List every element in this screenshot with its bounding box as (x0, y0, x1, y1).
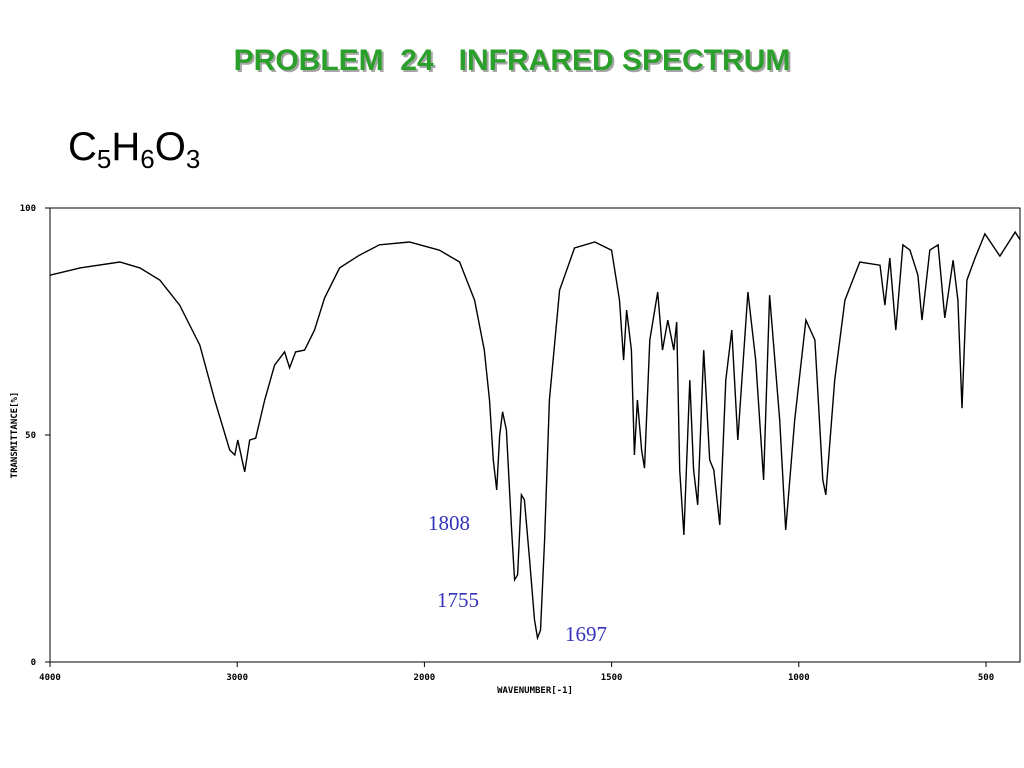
x-tick-label: 2000 (414, 673, 436, 683)
y-tick-label: 100 (20, 204, 36, 214)
formula-part: 6 (140, 144, 154, 174)
x-tick-label: 1500 (601, 673, 623, 683)
title: PROBLEM 24 INFRARED SPECTRUM (234, 44, 791, 77)
formula-part: 3 (186, 144, 200, 174)
formula: C5H6O3 (68, 125, 200, 174)
x-tick-label: 500 (978, 673, 994, 683)
peak-annotation: 1697 (565, 622, 607, 646)
x-tick-label: 4000 (39, 673, 61, 683)
formula-part: C (68, 125, 97, 169)
formula-part: 5 (97, 144, 111, 174)
spectrum-line (49, 230, 1021, 641)
title-shadow: PROBLEM 24 INFRARED SPECTRUM (236, 46, 793, 79)
plot-frame (49, 207, 1021, 663)
y-tick-label: 0 (31, 658, 36, 668)
y-tick-label: 50 (25, 431, 36, 441)
formula-part: H (111, 125, 140, 169)
peak-annotation: 1755 (437, 588, 479, 612)
x-axis-label: WAVENUMBER[-1] (497, 686, 573, 696)
x-tick-label: 3000 (226, 673, 248, 683)
y-axis-label: TRANSMITTANCE[%] (10, 392, 20, 479)
peak-annotation: 1808 (428, 511, 470, 535)
x-tick-label: 1000 (788, 673, 810, 683)
formula-part: O (155, 125, 186, 169)
